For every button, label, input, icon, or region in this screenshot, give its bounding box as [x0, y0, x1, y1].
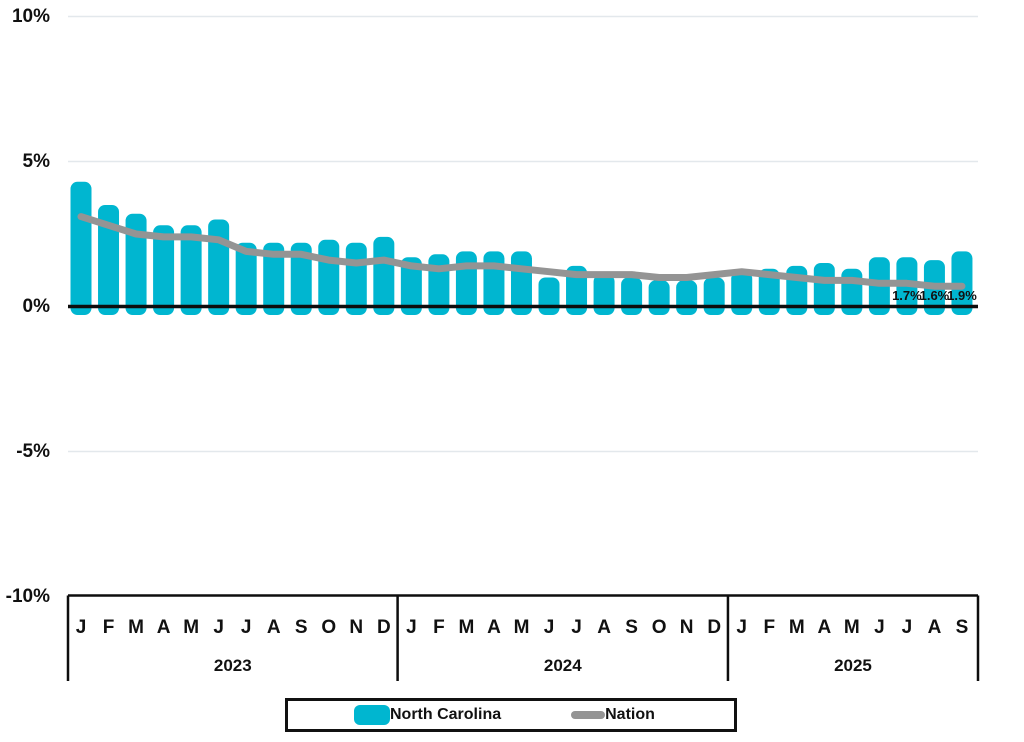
month-label-2023-10: N: [349, 617, 363, 638]
month-label-2023-4: M: [183, 617, 199, 638]
bar-2023-4: [180, 225, 202, 315]
month-label-2023-1: F: [103, 617, 115, 638]
bar-2023-5: [208, 219, 230, 315]
bar-2023-8: [290, 242, 312, 315]
year-label-2025: 2025: [834, 656, 872, 675]
month-label-2025-27: A: [817, 617, 831, 638]
bar-2023-10: [345, 242, 367, 315]
bar-2023-3: [153, 225, 175, 315]
month-label-2024-23: D: [707, 617, 721, 638]
bar-2023-2: [125, 213, 147, 315]
month-label-2023-5: J: [213, 617, 224, 638]
month-label-2024-16: M: [514, 617, 530, 638]
month-label-2024-13: F: [433, 617, 445, 638]
y-tick-10: 10%: [11, 6, 50, 27]
point-label-1.6%: 1.6%: [920, 288, 950, 303]
bar-2023-6: [235, 242, 257, 315]
y-tick-5: 5%: [22, 151, 50, 172]
y-tick-neg5: -5%: [16, 441, 50, 462]
month-label-2025-31: A: [928, 617, 942, 638]
month-label-2024-18: J: [571, 617, 582, 638]
year-label-2023: 2023: [214, 656, 252, 675]
legend-label-nation: Nation: [605, 706, 655, 723]
month-label-2023-0: J: [76, 617, 87, 638]
month-label-2025-29: J: [874, 617, 885, 638]
month-label-2024-22: N: [680, 617, 694, 638]
month-label-2024-15: A: [487, 617, 501, 638]
month-label-2023-2: M: [128, 617, 144, 638]
bar-2024-12: [400, 257, 422, 315]
y-tick-neg10: -10%: [5, 586, 50, 607]
bar-2023-1: [98, 205, 120, 315]
month-label-2024-12: J: [406, 617, 417, 638]
month-label-2025-30: J: [902, 617, 913, 638]
point-label-1.9%: 1.9%: [947, 288, 977, 303]
month-label-2023-3: A: [157, 617, 171, 638]
month-label-2024-21: O: [652, 617, 667, 638]
month-label-2023-7: A: [267, 617, 281, 638]
bar-2024-20: [621, 277, 643, 315]
bar-2023-9: [318, 239, 340, 315]
month-label-2025-26: M: [789, 617, 805, 638]
bar-2023-7: [263, 242, 285, 315]
month-label-2023-11: D: [377, 617, 391, 638]
bar-2023-11: [373, 236, 395, 315]
month-label-2024-17: J: [544, 617, 555, 638]
bar-2025-24: [731, 271, 753, 315]
month-label-2023-8: S: [295, 617, 308, 638]
month-label-2025-25: F: [763, 617, 775, 638]
bar-2024-22: [676, 280, 698, 315]
bar-2025-27: [813, 263, 835, 315]
month-label-2025-28: M: [844, 617, 860, 638]
month-label-2024-14: M: [459, 617, 475, 638]
month-label-2024-20: S: [625, 617, 638, 638]
bar-2024-17: [538, 277, 560, 315]
legend: North Carolina Nation: [285, 698, 737, 732]
month-label-2025-32: S: [956, 617, 969, 638]
bar-2024-19: [593, 274, 615, 315]
legend-line-swatch-icon: [571, 711, 606, 719]
month-label-2023-9: O: [321, 617, 336, 638]
bar-2024-21: [648, 280, 670, 315]
legend-bar-swatch-icon: [354, 705, 390, 725]
month-label-2023-6: J: [241, 617, 252, 638]
nation-line: [77, 213, 966, 290]
month-label-2024-19: A: [597, 617, 611, 638]
month-label-2025-24: J: [736, 617, 747, 638]
y-tick-0: 0%: [22, 296, 50, 317]
bar-2025-25: [758, 268, 780, 315]
point-label-1.7%: 1.7%: [892, 288, 922, 303]
bar-2024-23: [703, 277, 725, 315]
bar-2024-18: [566, 265, 588, 315]
year-label-2024: 2024: [544, 656, 582, 675]
legend-label-north-carolina: North Carolina: [390, 706, 502, 723]
bar-2023-0: [70, 181, 92, 315]
